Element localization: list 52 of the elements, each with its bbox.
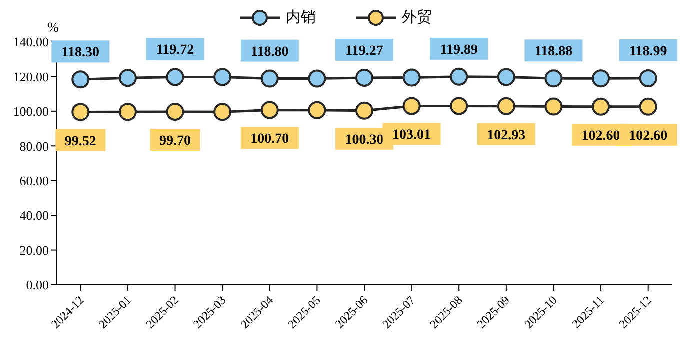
y-tick-label: 140.00 [13,34,49,50]
point [214,68,232,86]
legend-label: 内销 [286,8,316,27]
data-label: 100.70 [250,132,290,148]
legend-label: 外贸 [402,8,432,27]
y-tick-label: 80.00 [20,138,49,154]
point [308,70,326,88]
point [592,70,610,88]
y-tick-label: 60.00 [20,173,49,188]
point [450,68,468,86]
data-label: 102.60 [582,128,620,144]
y-tick-label: 120.00 [13,69,49,84]
data-label: 118.88 [534,44,573,60]
point [402,97,421,116]
point [72,70,90,89]
point [72,103,90,122]
data-label: 119.89 [440,42,478,58]
y-tick-label: 0.00 [26,278,49,293]
point [639,69,658,88]
point [544,98,563,116]
data-label: 100.30 [345,132,384,148]
point [497,68,516,86]
point [639,98,658,116]
data-label: 118.99 [629,44,668,60]
data-label: 99.70 [160,134,192,149]
data-label: 102.93 [487,128,526,144]
y-tick-label: 20.00 [20,242,49,258]
point [214,103,232,122]
data-label: 119.72 [156,43,194,58]
point [260,70,279,88]
data-label: 118.30 [62,46,100,61]
point [118,69,137,88]
point [260,101,279,120]
point [544,70,563,88]
point [592,98,610,116]
point [402,68,421,87]
point [118,103,137,122]
point [166,102,184,121]
y-axis-title: % [47,20,60,36]
y-tick-label: 40.00 [20,208,49,224]
point [450,97,468,116]
point [356,102,374,120]
data-label: 118.80 [251,44,289,60]
y-tick-label: 100.00 [13,104,49,120]
point [308,101,326,120]
data-label: 119.27 [346,44,384,59]
data-label: 99.52 [64,134,96,150]
point [356,68,374,87]
point [166,68,184,86]
data-label: 102.60 [629,128,668,144]
point [497,97,516,116]
data-label: 103.01 [392,128,432,144]
